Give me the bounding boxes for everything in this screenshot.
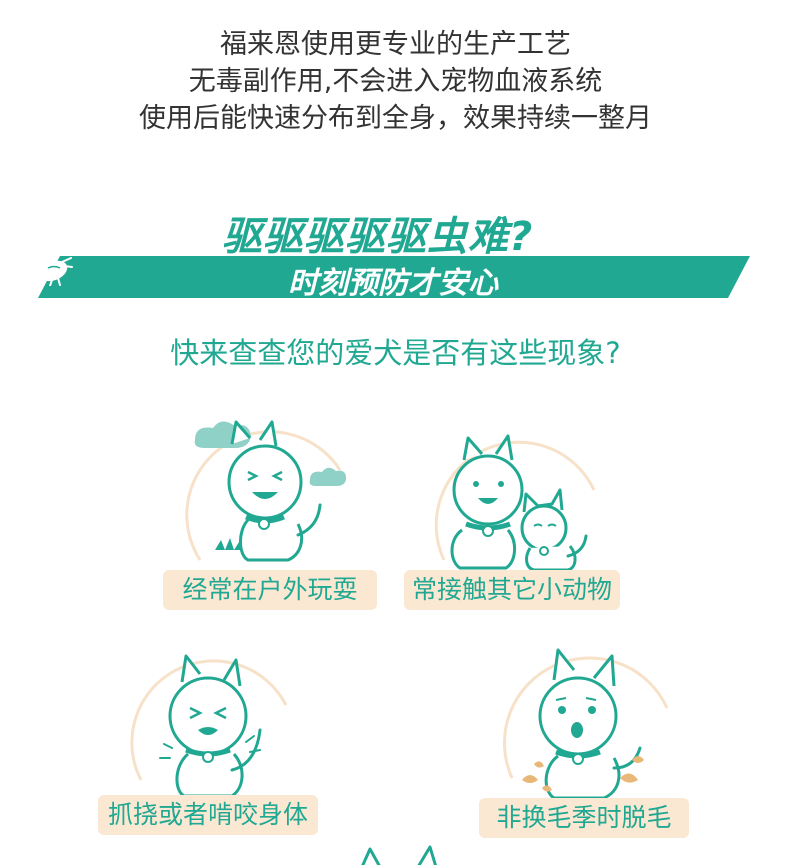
- card-other-animals: 常接触其它小动物: [404, 430, 624, 610]
- banner-background: [38, 256, 750, 298]
- question-heading: 快来查查您的爱犬是否有这些现象?: [170, 336, 621, 370]
- intro-text: 福来恩使用更专业的生产工艺 无毒副作用,不会进入宠物血液系统 使用后能快速分布到…: [0, 26, 791, 137]
- banner: 时刻预防才安心: [38, 256, 750, 301]
- card-scratching: 抓挠或者啃咬身体: [96, 650, 326, 835]
- card-label: 常接触其它小动物: [404, 570, 620, 610]
- dog-scratching-icon: [130, 654, 288, 798]
- dog-with-cat-icon: [434, 434, 596, 572]
- dog-shedding-icon: [502, 648, 669, 800]
- intro-line-2: 无毒副作用,不会进入宠物血液系统: [188, 66, 603, 97]
- intro-line-1: 福来恩使用更专业的生产工艺: [220, 29, 571, 60]
- intro-line-3: 使用后能快速分布到全身，效果持续一整月: [139, 103, 652, 134]
- dog-ears-partial-icon: [361, 845, 437, 865]
- card-label: 经常在户外玩耍: [163, 570, 377, 610]
- card-shedding: 非换毛季时脱毛: [479, 638, 707, 838]
- banner-text: 时刻预防才安心: [288, 266, 498, 301]
- card-label: 抓挠或者啃咬身体: [98, 795, 318, 835]
- card-outdoor: 经常在户外玩耍: [160, 410, 380, 610]
- card-label: 非换毛季时脱毛: [479, 798, 689, 838]
- dog-outdoor-icon: [185, 420, 346, 562]
- headline: 驱驱驱驱驱虫难?: [222, 214, 534, 260]
- flea-icon: [40, 257, 73, 286]
